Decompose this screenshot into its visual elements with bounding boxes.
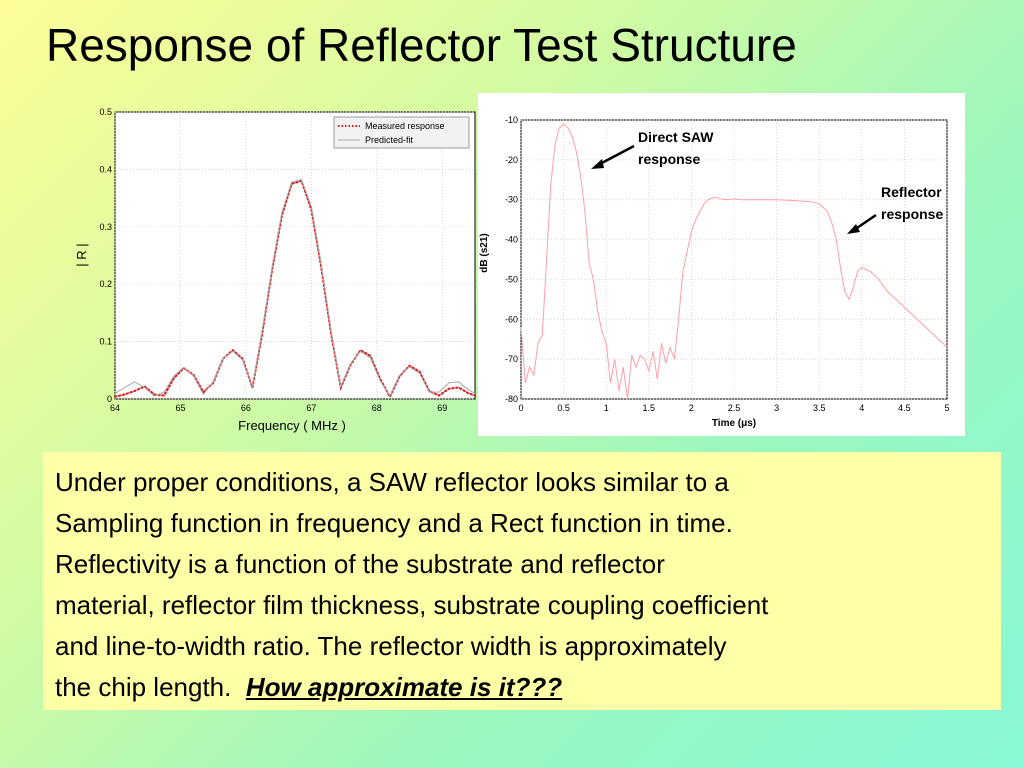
caption-emphasis: How approximate is it??? xyxy=(245,672,563,702)
slide-title: Response of Reflector Test Structure xyxy=(46,19,797,71)
x-tick-label: 69 xyxy=(437,403,447,413)
y-tick-label: 0.1 xyxy=(99,337,112,347)
x-tick-label: 68 xyxy=(372,403,382,413)
series-group xyxy=(114,179,476,399)
x-tick-label: 0.5 xyxy=(557,403,570,413)
caption-line: Reflectivity is a function of the substr… xyxy=(55,549,665,579)
legend: Measured response Predicted-fit xyxy=(333,116,470,149)
grid xyxy=(520,119,948,400)
series-line xyxy=(114,179,476,397)
x-tick-label: 65 xyxy=(175,403,185,413)
x-tick-label: 66 xyxy=(241,403,251,413)
y-tick-label: 0.4 xyxy=(99,164,112,174)
caption-line: and line-to-width ratio. The reflector w… xyxy=(55,631,727,661)
annotation-reflector-line1: Reflector xyxy=(881,184,942,200)
y-tick-label: 0.2 xyxy=(99,279,112,289)
x-axis-label: Frequency ( MHz ) xyxy=(238,418,346,433)
caption-box: Under proper conditions, a SAW reflector… xyxy=(43,452,1001,710)
x-axis-label: Time (μs) xyxy=(712,418,756,429)
caption-text: Under proper conditions, a SAW reflector… xyxy=(55,462,989,708)
x-tick-label: 3 xyxy=(774,403,779,413)
annotation-direct-saw: Direct SAW response xyxy=(591,129,714,169)
caption-line: Sampling function in frequency and a Rec… xyxy=(55,508,733,538)
y-tick-label: -10 xyxy=(505,115,518,125)
annotation-direct-saw-arrow xyxy=(597,144,635,167)
y-tick-label: -80 xyxy=(505,394,518,404)
x-tick-label: 5 xyxy=(944,403,949,413)
x-tick-label: 64 xyxy=(110,403,120,413)
y-tick-label: -70 xyxy=(505,354,518,364)
legend-label-predicted: Predicted-fit xyxy=(365,135,414,145)
frequency-response-chart: 64 65 66 67 68 69 0 0.1 0.2 0.3 0.4 0.5 Measured re… xyxy=(74,107,476,433)
series-group xyxy=(520,123,948,400)
y-tick-label: -40 xyxy=(505,235,518,245)
x-tick-label: 2 xyxy=(689,403,694,413)
grid xyxy=(114,111,475,400)
x-tick-label: 4 xyxy=(859,403,864,413)
annotation-direct-saw-line2: response xyxy=(638,151,700,167)
annotation-reflector-line2: response xyxy=(881,206,943,222)
y-axis-label: dB (s21) xyxy=(479,233,490,272)
annotation-reflector-arrowhead xyxy=(847,224,860,234)
x-tick-label: 3.5 xyxy=(813,403,826,413)
y-tick-label: 0.5 xyxy=(99,107,112,117)
x-tick-label: 2.5 xyxy=(728,403,741,413)
caption-line: the chip length. xyxy=(55,672,246,702)
annotation-direct-saw-arrowhead xyxy=(591,159,604,169)
y-axis-label: | R | xyxy=(74,243,89,266)
y-tick-label: -60 xyxy=(505,314,518,324)
legend-box xyxy=(333,116,470,149)
legend-label-measured: Measured response xyxy=(365,121,445,131)
y-tick-label: 0.3 xyxy=(99,222,112,232)
y-tick-label: -50 xyxy=(505,274,518,284)
caption-line: material, reflector film thickness, subs… xyxy=(55,590,769,620)
x-tick-label: 1 xyxy=(604,403,609,413)
plot-area xyxy=(520,119,948,400)
annotation-direct-saw-line1: Direct SAW xyxy=(638,129,714,145)
caption-line: Under proper conditions, a SAW reflector… xyxy=(55,467,729,497)
x-tick-label: 67 xyxy=(306,403,316,413)
plot-area xyxy=(114,111,476,400)
x-tick-label: 0 xyxy=(518,403,523,413)
y-tick-label: 0 xyxy=(107,394,112,404)
y-tick-label: -30 xyxy=(505,195,518,205)
series-line xyxy=(114,179,476,399)
time-response-chart: 0 0.5 1 1.5 2 2.5 3 3.5 4 4.5 5 -10 -20 -30 -40 -50 -60 -… xyxy=(478,93,965,436)
tick-labels: 64 65 66 67 68 69 0 0.1 0.2 0.3 0.4 0.5 xyxy=(99,107,447,413)
y-tick-label: -20 xyxy=(505,155,518,165)
series-line xyxy=(520,123,948,400)
x-tick-label: 4.5 xyxy=(898,403,911,413)
annotation-reflector: Reflector response xyxy=(847,184,943,234)
x-tick-label: 1.5 xyxy=(643,403,656,413)
tick-labels: 0 0.5 1 1.5 2 2.5 3 3.5 4 4.5 5 -10 -20 -30 -40 -50 -60 -… xyxy=(505,115,950,413)
